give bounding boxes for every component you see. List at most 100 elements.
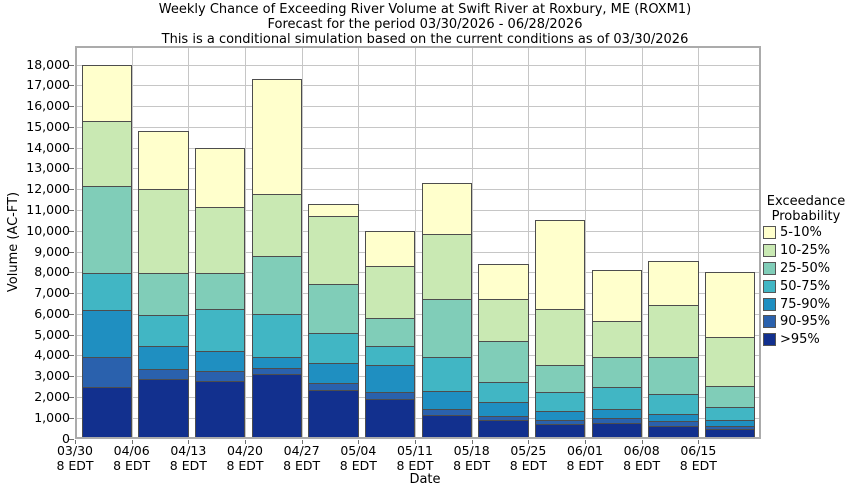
bar-segment <box>591 270 642 322</box>
y-tick <box>69 334 74 336</box>
bar-segment <box>308 203 359 217</box>
legend-title: Probability <box>771 209 841 224</box>
bar-segment <box>251 367 302 375</box>
y-tick <box>69 438 74 440</box>
x-tick <box>358 440 360 444</box>
h-gridline <box>76 355 760 357</box>
bar-segment <box>591 417 642 423</box>
bar-segment <box>138 346 189 369</box>
bar-segment <box>478 419 529 439</box>
bar-segment <box>251 255 302 314</box>
bar-segment <box>194 381 246 439</box>
bar-segment <box>138 189 189 274</box>
bar-segment <box>308 283 359 333</box>
legend-title: Exceedance <box>766 194 846 209</box>
y-tick-label: 16,000 <box>26 98 70 114</box>
bar-segment <box>251 79 302 195</box>
x-axis-title: Date <box>409 472 441 487</box>
bar-segment <box>704 407 756 420</box>
bar-segment <box>534 308 586 365</box>
bar-segment <box>478 299 529 341</box>
bar-segment <box>704 426 756 430</box>
x-tick <box>528 440 530 444</box>
bar-segment <box>308 216 359 284</box>
legend-item: 5-10% <box>762 224 850 242</box>
v-gridline <box>471 48 473 438</box>
bar-segment <box>591 422 642 439</box>
bar-segment <box>251 313 302 358</box>
v-gridline <box>358 48 360 438</box>
h-gridline <box>76 168 760 170</box>
bar-segment <box>81 309 132 358</box>
bar-segment <box>81 64 132 121</box>
y-tick <box>69 376 74 378</box>
h-gridline <box>76 376 760 378</box>
legend-item-label: 75-90% <box>780 296 831 312</box>
x-tick <box>188 440 190 444</box>
y-tick-label: 6,000 <box>34 305 70 321</box>
bar-segment <box>364 346 416 365</box>
x-tick-label: 04/27 8 EDT <box>283 442 321 473</box>
bar-segment <box>534 411 586 420</box>
bar-segment <box>534 391 586 412</box>
v-gridline <box>301 48 303 438</box>
x-tick-label: 03/30 8 EDT <box>56 442 94 473</box>
bar-segment <box>534 423 586 439</box>
bar-segment <box>138 368 189 380</box>
bar-segment <box>704 385 756 408</box>
bar-segment <box>81 386 132 439</box>
x-tick <box>245 440 246 444</box>
bar-segment <box>648 357 699 394</box>
v-gridline <box>698 48 700 438</box>
bar-segment <box>251 357 302 368</box>
bar-segment <box>591 321 642 358</box>
x-tick-label: 05/11 8 EDT <box>396 442 434 473</box>
bar-segment <box>421 357 472 391</box>
y-tick-label: 11,000 <box>26 202 70 218</box>
bar-segment <box>194 206 246 274</box>
y-tick-label: 9,000 <box>34 243 70 259</box>
h-gridline <box>76 313 760 315</box>
bar-segment <box>81 120 132 187</box>
y-tick-label: 8,000 <box>34 264 70 280</box>
h-gridline <box>76 334 760 336</box>
bar-segment <box>591 386 642 410</box>
y-tick-label: 12,000 <box>26 181 70 197</box>
x-tick-label: 06/08 8 EDT <box>623 442 661 473</box>
x-tick <box>75 440 76 444</box>
y-tick <box>69 64 74 66</box>
h-gridline <box>76 64 760 66</box>
bar-segment <box>591 357 642 387</box>
h-gridline <box>76 189 760 191</box>
h-gridline <box>76 147 760 149</box>
bar-segment <box>194 370 246 382</box>
chart-subtitle-conditions: This is a conditional simulation based o… <box>161 32 689 47</box>
bar-segment <box>138 131 189 190</box>
v-gridline <box>188 48 190 438</box>
h-gridline <box>76 210 760 212</box>
v-gridline <box>641 48 643 438</box>
legend-item: 25-50% <box>762 260 850 278</box>
legend-swatch <box>763 315 776 329</box>
bar-segment <box>364 266 416 319</box>
bar-segment <box>648 304 699 358</box>
bar-segment <box>648 420 699 427</box>
y-tick-label: 1,000 <box>34 409 70 425</box>
x-tick-label: 05/18 8 EDT <box>453 442 491 473</box>
chart-title: Weekly Chance of Exceeding River Volume … <box>158 2 692 17</box>
h-gridline <box>76 396 760 398</box>
bar-segment <box>308 383 359 390</box>
v-gridline <box>131 48 133 438</box>
y-tick-label: 2,000 <box>34 388 70 404</box>
bar-segment <box>478 340 529 383</box>
x-tick-label: 05/04 8 EDT <box>339 442 377 473</box>
x-tick <box>301 440 303 444</box>
x-tick <box>131 440 133 444</box>
y-tick <box>69 168 74 170</box>
legend-items: 5-10% 10-25% 25-50% 50-75% 75-90% 90-95% >95% <box>762 224 850 349</box>
h-gridline <box>76 85 760 87</box>
y-tick <box>69 355 74 357</box>
legend-swatch <box>763 333 776 347</box>
x-tick-label: 04/06 8 EDT <box>113 442 151 473</box>
